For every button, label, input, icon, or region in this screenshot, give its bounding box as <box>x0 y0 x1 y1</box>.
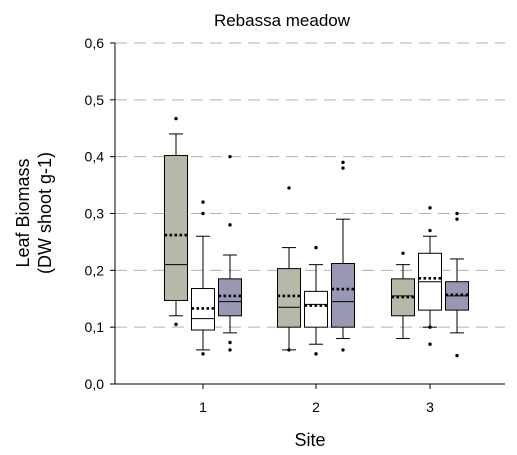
y-tick-label-2: 0,2 <box>85 262 105 278</box>
outlier-s3-site1-3 <box>228 348 232 352</box>
outlier-s2-site3-3 <box>428 342 432 346</box>
outlier-s3-site1-1 <box>228 223 232 227</box>
outlier-s2-site2-1 <box>314 352 318 356</box>
outlier-s3-site2-1 <box>341 166 345 170</box>
outlier-s2-site3-0 <box>428 206 432 210</box>
y-tick-label-6: 0,6 <box>85 35 105 51</box>
outlier-s3-site2-0 <box>341 160 345 165</box>
y-tick-labels: 0,0 0,1 0,2 0,3 0,4 0,5 0,6 <box>85 35 105 392</box>
outlier-s3-site2-2 <box>341 348 345 352</box>
x-tick-labels: 1 2 3 <box>199 399 434 415</box>
y-tick-label-1: 0,1 <box>85 319 105 335</box>
axes <box>110 42 505 389</box>
outlier-s3-site3-2 <box>455 353 459 358</box>
x-axis-label: Site <box>294 430 325 450</box>
outlier-s3-site1-0 <box>228 154 232 159</box>
y-axis-label-line1: Leaf Biomass <box>13 158 33 267</box>
outlier-s3-site1-2 <box>228 340 232 345</box>
x-tick-label-2: 3 <box>426 399 434 415</box>
box-s3-site1 <box>218 278 242 317</box>
outlier-s1-site3-0 <box>401 251 405 255</box>
box-s1-site2 <box>277 268 301 328</box>
outlier-points <box>174 116 459 358</box>
outlier-s3-site3-0 <box>455 211 459 216</box>
outlier-s1-site2-0 <box>287 186 291 190</box>
y-tick-label-3: 0,3 <box>85 206 105 222</box>
box-s2-site2 <box>304 290 328 328</box>
outlier-s2-site2-0 <box>314 245 318 250</box>
box-s1-site1 <box>164 155 188 301</box>
outlier-s2-site1-1 <box>201 211 205 216</box>
chart-title: Rebassa meadow <box>214 11 351 30</box>
outlier-s1-site1-0 <box>174 116 178 121</box>
outlier-s2-site1-2 <box>201 352 205 356</box>
x-tick-label-1: 2 <box>312 399 320 415</box>
outlier-s2-site3-2 <box>428 325 432 329</box>
mean-markers <box>164 233 469 310</box>
outlier-s1-site2-1 <box>287 348 291 352</box>
box-s3-site2 <box>331 263 355 328</box>
y-tick-label-5: 0,5 <box>85 92 105 108</box>
x-tick-label-0: 1 <box>199 399 207 415</box>
outlier-s2-site1-0 <box>201 200 205 204</box>
y-tick-label-0: 0,0 <box>85 376 105 392</box>
outlier-s3-site3-1 <box>455 217 459 221</box>
outlier-s2-site3-1 <box>428 228 432 233</box>
y-axis-label-line2: (DW shoot g-1) <box>35 152 55 274</box>
boxes <box>164 133 469 351</box>
y-tick-label-4: 0,4 <box>85 149 105 165</box>
outlier-s1-site1-1 <box>174 322 178 327</box>
